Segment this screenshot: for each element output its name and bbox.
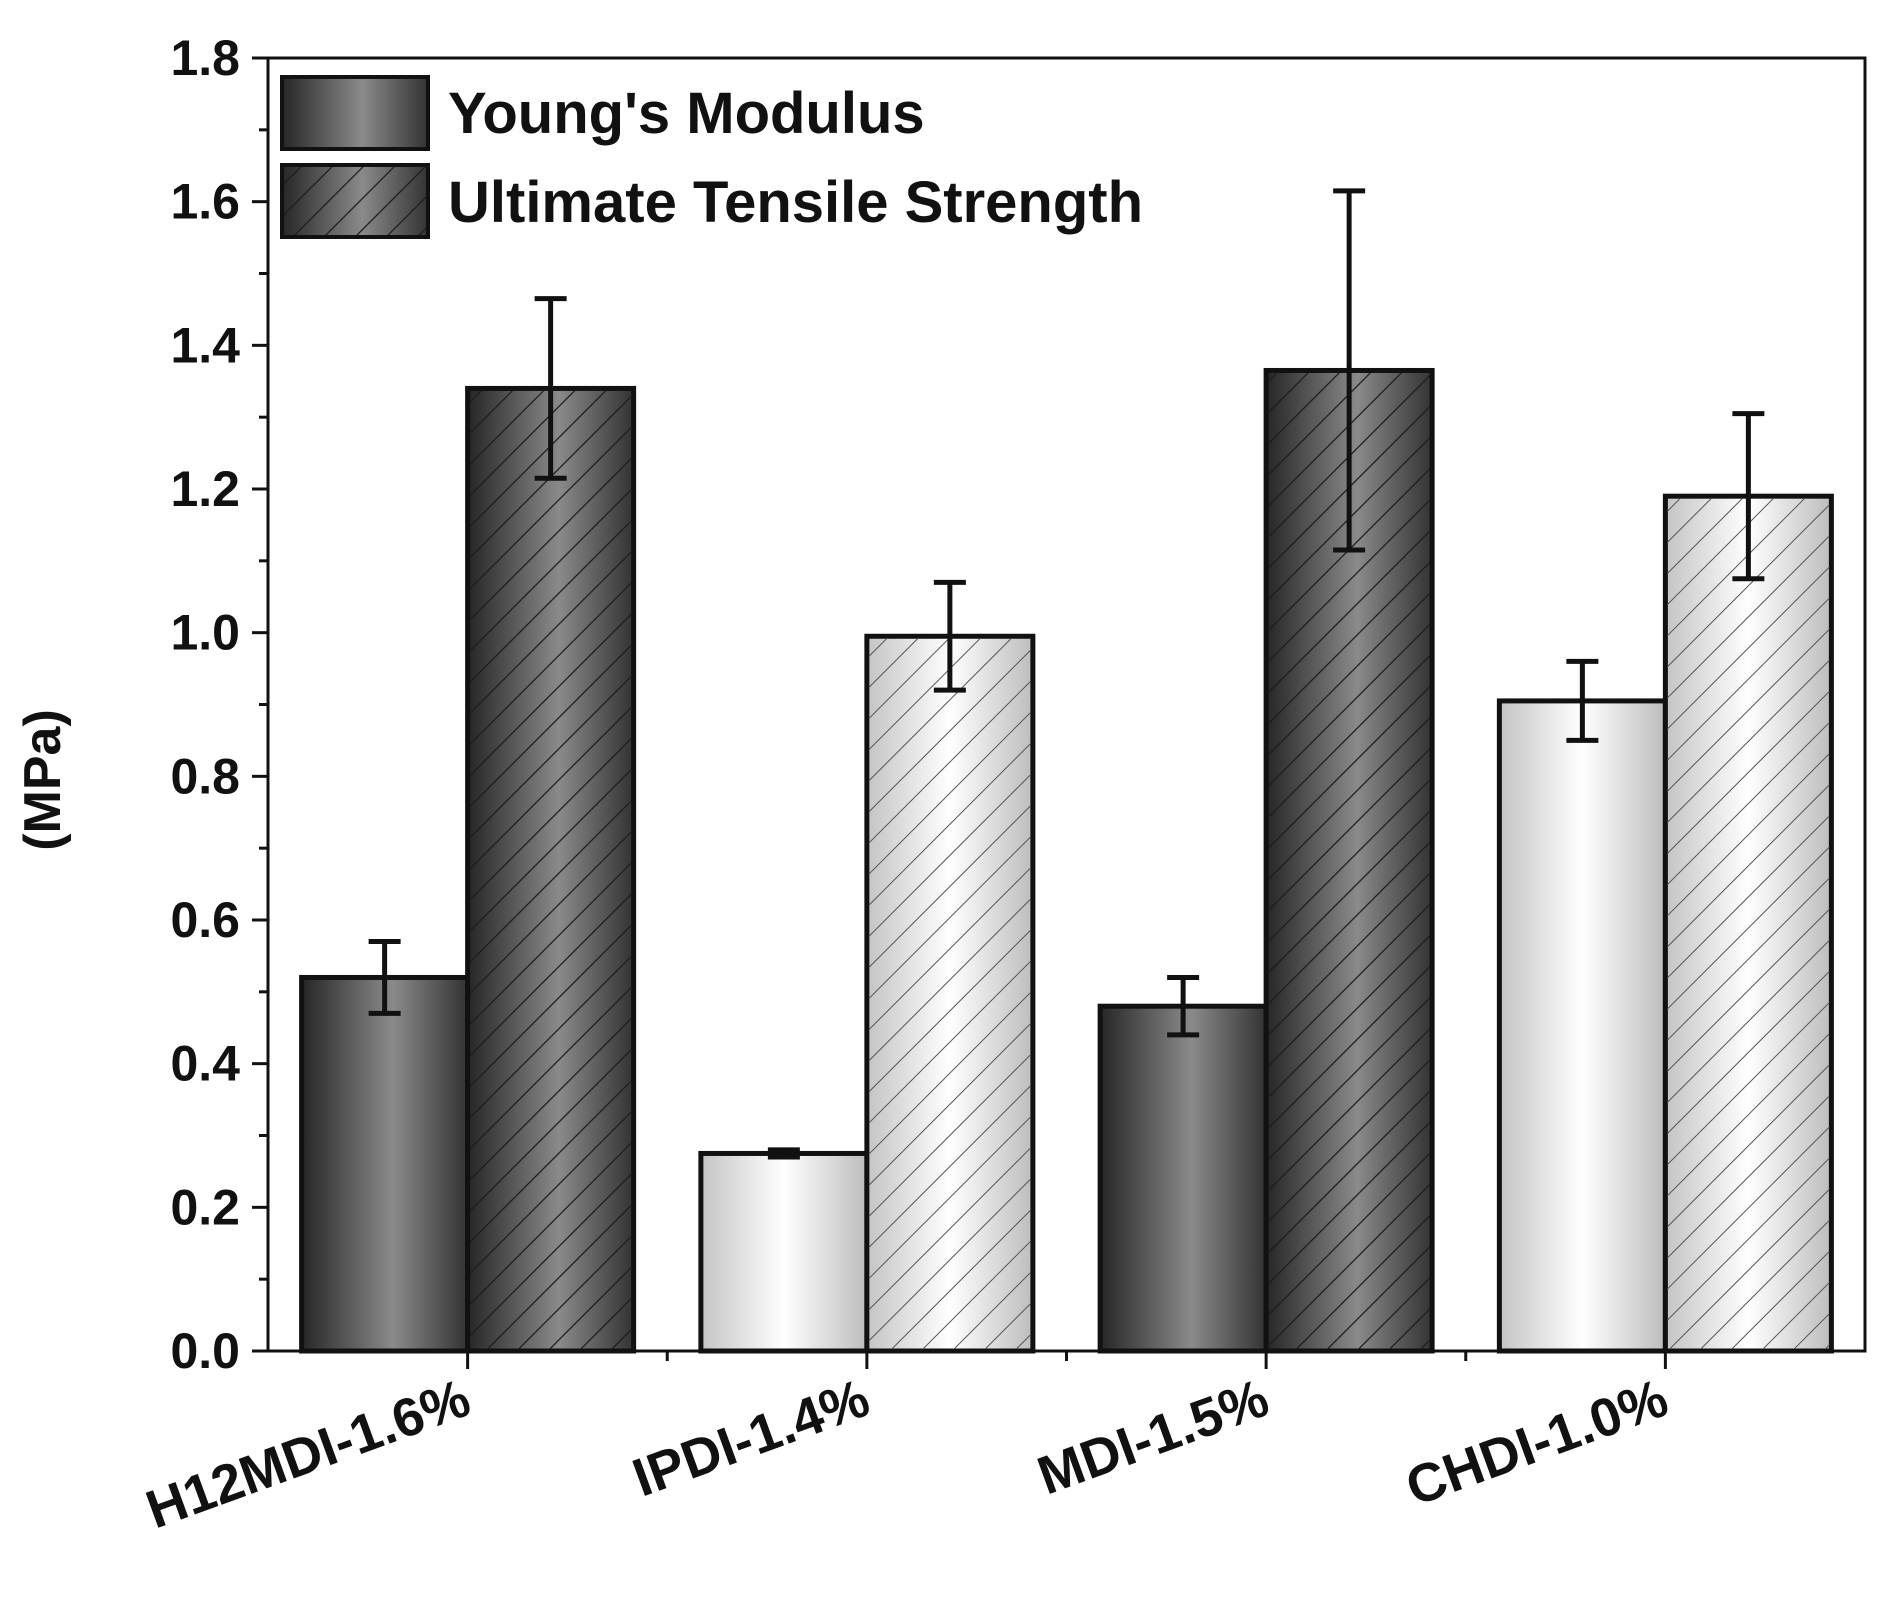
y-tick-label: 1.0 [170, 605, 240, 661]
bar-young-s-modulus [299, 974, 471, 1354]
y-tick-label: 0.2 [170, 1179, 240, 1235]
bar-young-s-modulus [1097, 1003, 1269, 1354]
bar-hatch-ultimate-tensile-strength [1667, 498, 1830, 1349]
bar-hatch-ultimate-tensile-strength [868, 638, 1031, 1349]
y-axis-title-group: (MPa) [14, 709, 72, 851]
y-tick-label: 0.6 [170, 892, 240, 948]
y-tick-label: 1.6 [170, 174, 240, 230]
legend-swatch-ultimate-tensile-strength [280, 163, 430, 239]
bar-hatch-ultimate-tensile-strength [469, 390, 632, 1349]
x-category-label: CHDI-1.0% [1398, 1368, 1675, 1518]
y-tick-label: 1.2 [170, 461, 240, 517]
y-axis-title: (MPa) [14, 709, 72, 851]
bar-young-s-modulus [1496, 698, 1668, 1354]
legend-swatch-youngs-modulus [280, 75, 430, 151]
bar-young-s-modulus [698, 1150, 870, 1354]
plot-area-frame [266, 56, 1867, 1353]
legend-label-ultimate-tensile-strength: Ultimate Tensile Strength [448, 170, 1143, 235]
legend-label-youngs-modulus: Young's Modulus [448, 81, 925, 146]
category-labels: H12MDI-1.6% IPDI-1.4% MDI-1.5% CHDI-1.0% [139, 1368, 1676, 1540]
x-category-label: IPDI-1.4% [625, 1368, 877, 1509]
y-tick-label: 0.0 [170, 1323, 240, 1379]
y-tick-label: 0.4 [170, 1036, 240, 1092]
y-tick-label: 0.8 [170, 748, 240, 804]
legend: Young's Modulus Ultimate Tensile Strengt… [280, 75, 1143, 239]
x-category-label: MDI-1.5% [1030, 1368, 1276, 1506]
bars [299, 367, 1834, 1354]
y-tick-label: 1.4 [170, 317, 240, 373]
x-axis-ticks [466, 1351, 1667, 1369]
x-category-label: H12MDI-1.6% [139, 1368, 478, 1540]
error-bars [368, 188, 1765, 1160]
y-tick-label: 1.8 [170, 30, 240, 86]
y-axis-ticks: 0.0 0.2 0.4 0.6 0.8 1.0 1.2 1.4 1.6 1.8 [170, 30, 268, 1379]
